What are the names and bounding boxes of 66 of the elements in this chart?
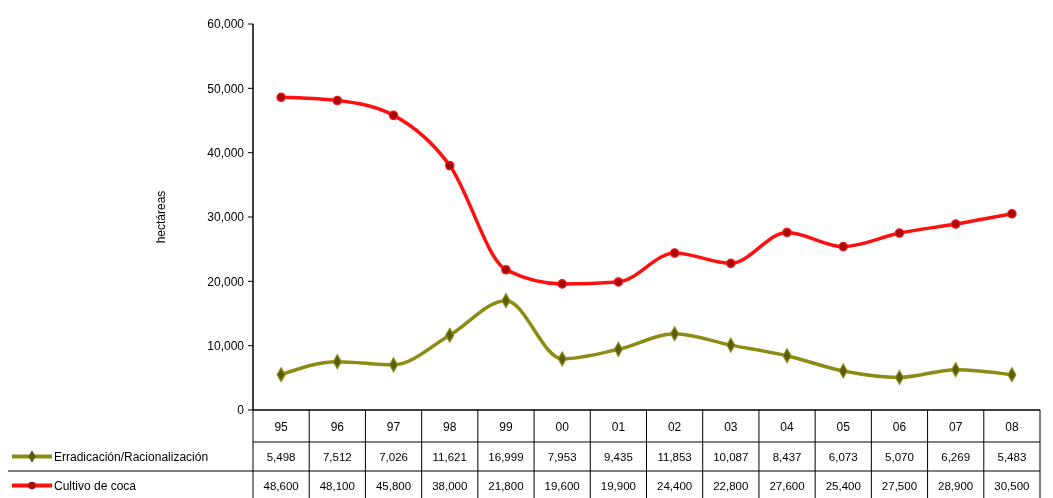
point xyxy=(613,277,624,287)
y-axis-title: hectáreas xyxy=(154,190,168,244)
data-label: 24,400 xyxy=(657,479,693,492)
data-label: 27,500 xyxy=(881,479,918,492)
x-tick-label: 95 xyxy=(274,420,289,435)
point xyxy=(1007,209,1017,219)
data-label: 16,999 xyxy=(488,450,524,463)
data-label: 19,600 xyxy=(544,479,580,492)
point xyxy=(726,258,736,269)
y-tick-label: 60,000 xyxy=(207,17,245,32)
point xyxy=(501,264,511,275)
legend-label: Erradicación/Racionalización xyxy=(54,449,209,464)
data-label: 9,435 xyxy=(604,450,633,463)
data-label: 21,800 xyxy=(488,479,524,492)
point xyxy=(444,160,455,171)
data-label: 5,070 xyxy=(885,450,914,463)
data-label: 38,000 xyxy=(432,479,468,492)
x-tick-label: 04 xyxy=(780,420,795,435)
data-label: 48,600 xyxy=(263,479,299,492)
point xyxy=(950,219,961,229)
x-tick-label: 00 xyxy=(555,420,570,435)
data-label: 22,800 xyxy=(713,479,749,492)
data-label: 11,621 xyxy=(432,450,467,463)
x-tick-label: 05 xyxy=(836,420,851,435)
legend-label: Cultivo de coca xyxy=(54,478,137,493)
x-tick-label: 02 xyxy=(667,420,682,435)
y-tick-label: 20,000 xyxy=(207,274,245,289)
data-label: 8,437 xyxy=(772,450,802,463)
x-tick-label: 07 xyxy=(949,420,963,435)
point xyxy=(276,92,286,103)
point xyxy=(388,110,399,121)
x-tick-label: 99 xyxy=(499,420,513,435)
x-tick-label: 06 xyxy=(892,420,907,435)
x-tick-label: 01 xyxy=(611,420,626,435)
point xyxy=(894,228,905,238)
x-tick-label: 96 xyxy=(330,420,345,435)
x-tick-label: 98 xyxy=(443,420,457,435)
data-label: 48,100 xyxy=(319,479,355,492)
data-label: 25,400 xyxy=(825,479,861,492)
data-label: 11,853 xyxy=(657,450,692,463)
data-label: 6,073 xyxy=(828,450,858,463)
data-label: 19,900 xyxy=(600,479,636,492)
data-label: 7,512 xyxy=(322,450,352,463)
y-tick-label: 30,000 xyxy=(207,210,245,225)
data-label: 27,600 xyxy=(769,479,805,492)
y-tick-label: 40,000 xyxy=(207,145,245,160)
data-label: 5,498 xyxy=(266,450,296,463)
y-tick-label: 10,000 xyxy=(207,338,245,353)
point xyxy=(557,279,567,289)
x-tick-label: 03 xyxy=(724,420,738,435)
data-label: 45,800 xyxy=(375,479,412,492)
data-label: 28,900 xyxy=(938,479,974,492)
data-label: 30,500 xyxy=(994,479,1030,492)
x-tick-label: 08 xyxy=(1005,420,1019,435)
y-tick-label: 50,000 xyxy=(207,81,245,96)
x-tick-label: 97 xyxy=(386,420,401,435)
point xyxy=(332,95,343,106)
data-label: 7,953 xyxy=(547,450,577,463)
y-tick-label: 0 xyxy=(237,403,245,418)
data-label: 6,269 xyxy=(941,450,971,463)
point xyxy=(782,227,792,238)
point xyxy=(838,241,849,252)
data-label: 10,087 xyxy=(713,450,749,463)
data-label: 7,026 xyxy=(379,450,408,463)
point xyxy=(669,248,680,258)
data-label: 5,483 xyxy=(997,450,1027,463)
